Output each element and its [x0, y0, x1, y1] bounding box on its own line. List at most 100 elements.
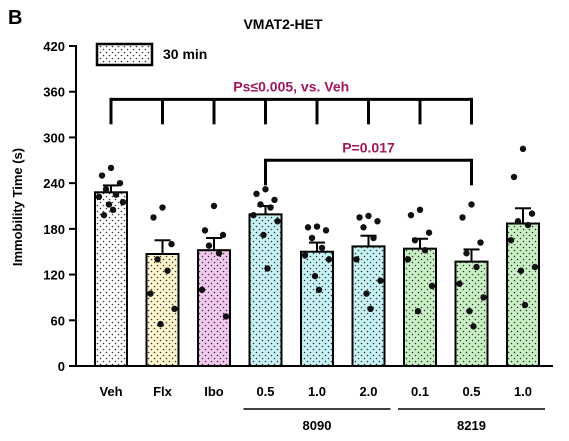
data-point	[257, 201, 264, 208]
y-tick-label: 420	[43, 39, 65, 54]
data-point	[274, 218, 281, 225]
data-point	[271, 196, 278, 204]
x-tick-label: 0.5	[462, 384, 480, 399]
data-point	[517, 267, 525, 274]
data-point	[468, 201, 475, 208]
data-point	[222, 313, 230, 320]
data-point	[159, 204, 166, 211]
data-point	[377, 277, 384, 284]
data-point	[531, 263, 539, 271]
legend-label: 30 min	[163, 46, 207, 62]
data-point	[416, 206, 424, 214]
data-point	[95, 193, 103, 201]
bar	[351, 245, 386, 367]
data-point	[308, 234, 316, 242]
data-point	[524, 221, 532, 229]
data-point	[301, 252, 309, 259]
data-point	[215, 250, 223, 257]
data-points	[95, 145, 539, 330]
data-point	[253, 190, 260, 198]
data-point	[267, 204, 274, 211]
bars	[94, 191, 540, 368]
data-point	[363, 290, 370, 297]
data-point	[404, 256, 412, 263]
data-point	[98, 172, 106, 179]
data-point	[112, 191, 120, 198]
bar	[300, 250, 334, 367]
data-point	[456, 280, 463, 287]
data-point	[205, 242, 213, 249]
data-point	[250, 211, 257, 219]
y-tick-label: 0	[58, 359, 65, 374]
data-point	[414, 307, 422, 315]
data-point	[473, 263, 480, 271]
y-tick-label: 360	[43, 85, 65, 100]
group-labels: 8090 8219	[243, 408, 545, 433]
data-point	[322, 227, 330, 234]
data-point	[168, 240, 175, 248]
x-axis: Veh Flx Ibo 0.5 1.0 2.0 0.1 0.5 1.0	[75, 365, 553, 399]
data-point	[318, 244, 326, 252]
data-point	[264, 265, 271, 272]
data-point	[411, 237, 419, 244]
data-point	[154, 256, 161, 263]
data-point	[107, 164, 115, 172]
data-point	[353, 256, 360, 263]
legend-swatch-pattern	[98, 45, 151, 64]
data-point	[164, 267, 171, 274]
data-point	[311, 272, 319, 280]
bar	[197, 249, 231, 367]
data-point	[519, 145, 527, 153]
data-point	[157, 320, 164, 328]
bar	[94, 191, 128, 367]
data-point	[480, 294, 487, 301]
bar	[403, 247, 437, 368]
bar	[506, 222, 540, 367]
y-axis: 0 60 120 180 240 300 360 420	[43, 39, 77, 374]
data-point	[260, 231, 267, 239]
significance-label: Ps≤0.005, vs. Veh	[233, 78, 349, 94]
data-point	[514, 218, 522, 225]
data-point	[407, 211, 415, 219]
x-tick-label: 1.0	[308, 384, 326, 399]
y-tick-label: 60	[51, 313, 65, 328]
significance-brackets: Ps≤0.005, vs. Veh P=0.017	[109, 78, 473, 186]
data-point	[356, 214, 363, 221]
data-point	[507, 237, 515, 244]
data-point	[466, 307, 473, 315]
data-point	[102, 186, 110, 193]
significance-label: P=0.017	[342, 139, 395, 155]
legend: 30 min	[95, 42, 207, 67]
data-point	[100, 211, 108, 219]
data-point	[374, 218, 381, 225]
data-point	[150, 214, 157, 221]
data-point	[109, 206, 117, 214]
data-point	[325, 256, 333, 263]
data-point	[428, 282, 436, 290]
bar	[454, 260, 489, 367]
x-tick-label: 2.0	[359, 384, 377, 399]
data-point	[171, 305, 178, 313]
x-tick-label: 1.0	[514, 384, 532, 399]
data-point	[116, 179, 124, 187]
data-point	[105, 201, 113, 208]
x-tick-label: Veh	[99, 384, 122, 399]
data-point	[219, 231, 227, 239]
data-point	[119, 198, 127, 206]
data-point	[463, 250, 470, 257]
data-point	[304, 224, 312, 231]
data-point	[370, 234, 377, 242]
data-point	[360, 224, 367, 231]
data-point	[367, 305, 374, 313]
data-point	[201, 227, 209, 234]
chart-title: VMAT2-HET	[243, 16, 323, 32]
data-point	[459, 214, 466, 221]
data-point	[477, 239, 484, 246]
panel-label: B	[8, 7, 22, 29]
data-point	[510, 173, 518, 181]
group-label: 8090	[303, 418, 332, 433]
data-point	[313, 223, 321, 230]
data-point	[470, 323, 477, 330]
data-point	[315, 286, 323, 294]
